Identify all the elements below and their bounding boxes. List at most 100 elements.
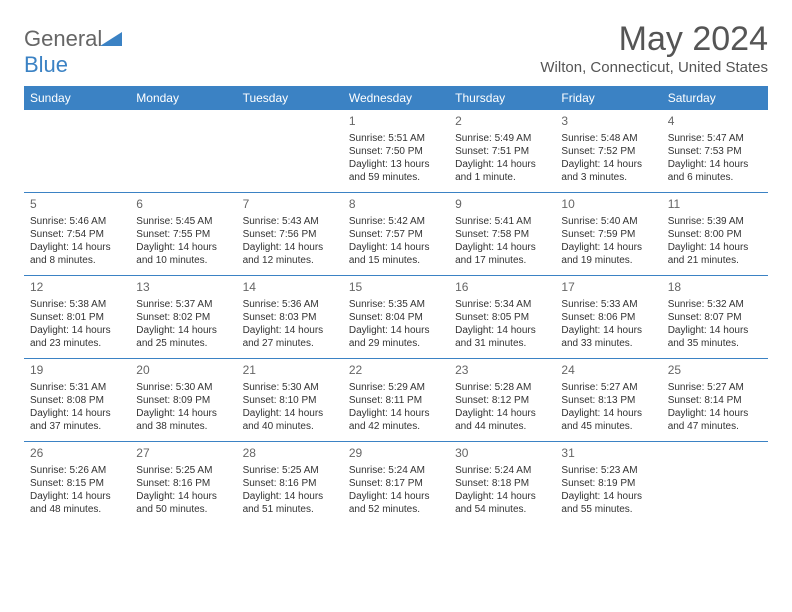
- sunrise-text: Sunrise: 5:46 AM: [30, 215, 124, 228]
- day-header-mon: Monday: [130, 86, 236, 110]
- day-number: 16: [455, 280, 549, 296]
- calendar-cell: 18Sunrise: 5:32 AMSunset: 8:07 PMDayligh…: [662, 276, 768, 358]
- calendar-cell: 28Sunrise: 5:25 AMSunset: 8:16 PMDayligh…: [237, 442, 343, 524]
- day-number: 2: [455, 114, 549, 130]
- calendar-cell: [130, 110, 236, 192]
- day-number: 25: [668, 363, 762, 379]
- sunrise-text: Sunrise: 5:38 AM: [30, 298, 124, 311]
- calendar-cell: 26Sunrise: 5:26 AMSunset: 8:15 PMDayligh…: [24, 442, 130, 524]
- logo: General Blue: [24, 20, 122, 78]
- calendar-cell: 12Sunrise: 5:38 AMSunset: 8:01 PMDayligh…: [24, 276, 130, 358]
- calendar-cell: [662, 442, 768, 524]
- day-header-tue: Tuesday: [237, 86, 343, 110]
- daylight-text: Daylight: 14 hours and 17 minutes.: [455, 241, 549, 267]
- daylight-text: Daylight: 14 hours and 47 minutes.: [668, 407, 762, 433]
- sunrise-text: Sunrise: 5:36 AM: [243, 298, 337, 311]
- sunset-text: Sunset: 7:52 PM: [561, 145, 655, 158]
- sunrise-text: Sunrise: 5:43 AM: [243, 215, 337, 228]
- day-number: 10: [561, 197, 655, 213]
- week-row: 1Sunrise: 5:51 AMSunset: 7:50 PMDaylight…: [24, 110, 768, 193]
- sunrise-text: Sunrise: 5:51 AM: [349, 132, 443, 145]
- sunrise-text: Sunrise: 5:28 AM: [455, 381, 549, 394]
- sunset-text: Sunset: 8:18 PM: [455, 477, 549, 490]
- day-number: 21: [243, 363, 337, 379]
- sunset-text: Sunset: 8:00 PM: [668, 228, 762, 241]
- daylight-text: Daylight: 14 hours and 51 minutes.: [243, 490, 337, 516]
- day-number: 27: [136, 446, 230, 462]
- sunrise-text: Sunrise: 5:45 AM: [136, 215, 230, 228]
- daylight-text: Daylight: 14 hours and 19 minutes.: [561, 241, 655, 267]
- day-number: 4: [668, 114, 762, 130]
- day-number: 31: [561, 446, 655, 462]
- day-number: 20: [136, 363, 230, 379]
- calendar-cell: 20Sunrise: 5:30 AMSunset: 8:09 PMDayligh…: [130, 359, 236, 441]
- calendar-cell: 5Sunrise: 5:46 AMSunset: 7:54 PMDaylight…: [24, 193, 130, 275]
- calendar-cell: 10 Sunrise: 5:40 AMSunset: 7:59 PMDayligh…: [555, 193, 661, 275]
- sunrise-text: Sunrise: 5:30 AM: [136, 381, 230, 394]
- day-number: 3: [561, 114, 655, 130]
- sunset-text: Sunset: 8:08 PM: [30, 394, 124, 407]
- calendar-cell: 9Sunrise: 5:41 AMSunset: 7:58 PMDaylight…: [449, 193, 555, 275]
- header: General Blue May 2024 Wilton, Connecticu…: [24, 20, 768, 78]
- sunset-text: Sunset: 7:59 PM: [561, 228, 655, 241]
- sunset-text: Sunset: 8:01 PM: [30, 311, 124, 324]
- sunset-text: Sunset: 8:12 PM: [455, 394, 549, 407]
- calendar-cell: 24Sunrise: 5:27 AMSunset: 8:13 PMDayligh…: [555, 359, 661, 441]
- sunrise-text: Sunrise: 5:41 AM: [455, 215, 549, 228]
- day-number: 9: [455, 197, 549, 213]
- calendar-cell: 2Sunrise: 5:49 AMSunset: 7:51 PMDaylight…: [449, 110, 555, 192]
- day-header-wed: Wednesday: [343, 86, 449, 110]
- sunrise-text: Sunrise: 5:40 AM: [561, 215, 655, 228]
- calendar-cell: 15 Sunrise: 5:35 AMSunset: 8:04 PMDayligh…: [343, 276, 449, 358]
- daylight-text: Daylight: 14 hours and 55 minutes.: [561, 490, 655, 516]
- calendar-cell: 30Sunrise: 5:24 AMSunset: 8:18 PMDayligh…: [449, 442, 555, 524]
- sunset-text: Sunset: 8:06 PM: [561, 311, 655, 324]
- day-header-fri: Friday: [555, 86, 661, 110]
- daylight-text: Daylight: 14 hours and 12 minutes.: [243, 241, 337, 267]
- day-number: 7: [243, 197, 337, 213]
- day-number: 18: [668, 280, 762, 296]
- weeks-container: 1Sunrise: 5:51 AMSunset: 7:50 PMDaylight…: [24, 110, 768, 524]
- day-number: 30: [455, 446, 549, 462]
- sunrise-text: Sunrise: 5:34 AM: [455, 298, 549, 311]
- day-number: 15: [349, 280, 443, 296]
- calendar-cell: [237, 110, 343, 192]
- sunset-text: Sunset: 7:53 PM: [668, 145, 762, 158]
- sunrise-text: Sunrise: 5:30 AM: [243, 381, 337, 394]
- daylight-text: Daylight: 14 hours and 21 minutes.: [668, 241, 762, 267]
- daylight-text: Daylight: 14 hours and 15 minutes.: [349, 241, 443, 267]
- month-title: May 2024: [540, 20, 768, 59]
- sunset-text: Sunset: 8:04 PM: [349, 311, 443, 324]
- sunset-text: Sunset: 8:02 PM: [136, 311, 230, 324]
- week-row: 19Sunrise: 5:31 AMSunset: 8:08 PMDayligh…: [24, 359, 768, 442]
- calendar-cell: 11Sunrise: 5:39 AMSunset: 8:00 PMDayligh…: [662, 193, 768, 275]
- day-number: 5: [30, 197, 124, 213]
- sunrise-text: Sunrise: 5:31 AM: [30, 381, 124, 394]
- logo-text-blue: Blue: [24, 52, 68, 77]
- calendar-cell: 22Sunrise: 5:29 AMSunset: 8:11 PMDayligh…: [343, 359, 449, 441]
- week-row: 5Sunrise: 5:46 AMSunset: 7:54 PMDaylight…: [24, 193, 768, 276]
- daylight-text: Daylight: 14 hours and 42 minutes.: [349, 407, 443, 433]
- daylight-text: Daylight: 14 hours and 40 minutes.: [243, 407, 337, 433]
- day-number: 29: [349, 446, 443, 462]
- calendar-cell: 23Sunrise: 5:28 AMSunset: 8:12 PMDayligh…: [449, 359, 555, 441]
- sunrise-text: Sunrise: 5:32 AM: [668, 298, 762, 311]
- sunset-text: Sunset: 7:50 PM: [349, 145, 443, 158]
- day-header-sat: Saturday: [662, 86, 768, 110]
- calendar-cell: 6Sunrise: 5:45 AMSunset: 7:55 PMDaylight…: [130, 193, 236, 275]
- daylight-text: Daylight: 14 hours and 1 minute.: [455, 158, 549, 184]
- calendar-cell: 16Sunrise: 5:34 AMSunset: 8:05 PMDayligh…: [449, 276, 555, 358]
- daylight-text: Daylight: 14 hours and 38 minutes.: [136, 407, 230, 433]
- sunset-text: Sunset: 8:19 PM: [561, 477, 655, 490]
- daylight-text: Daylight: 14 hours and 6 minutes.: [668, 158, 762, 184]
- sunrise-text: Sunrise: 5:27 AM: [668, 381, 762, 394]
- calendar-cell: 4Sunrise: 5:47 AMSunset: 7:53 PMDaylight…: [662, 110, 768, 192]
- calendar: Sunday Monday Tuesday Wednesday Thursday…: [24, 86, 768, 524]
- daylight-text: Daylight: 14 hours and 29 minutes.: [349, 324, 443, 350]
- location: Wilton, Connecticut, United States: [540, 59, 768, 76]
- sunrise-text: Sunrise: 5:25 AM: [243, 464, 337, 477]
- sunrise-text: Sunrise: 5:35 AM: [349, 298, 443, 311]
- daylight-text: Daylight: 14 hours and 27 minutes.: [243, 324, 337, 350]
- day-number: 12: [30, 280, 124, 296]
- calendar-cell: 31Sunrise: 5:23 AMSunset: 8:19 PMDayligh…: [555, 442, 661, 524]
